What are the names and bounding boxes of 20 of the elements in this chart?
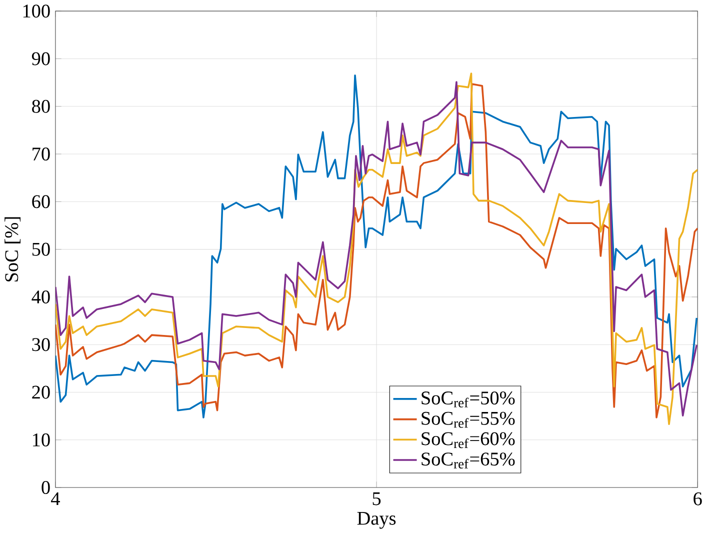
y-tick-label: 60: [32, 194, 50, 208]
y-tick-label: 40: [32, 290, 50, 304]
y-tick-label: 90: [32, 52, 50, 66]
y-tick-label: 30: [32, 338, 50, 351]
y-tick-label: 0: [42, 480, 50, 494]
y-tick-label: 100: [23, 4, 50, 18]
x-tick-label: 5: [372, 492, 381, 506]
x-axis-title: Days: [357, 512, 396, 529]
y-tick-label: 80: [32, 100, 50, 113]
legend-label: SoC$_{ref}$=60%: [422, 432, 515, 448]
x-tick-label: 6: [694, 492, 702, 506]
y-tick-label: 50: [32, 242, 50, 256]
legend-label: SoC$_{ref}$=50%: [422, 391, 515, 408]
x-tick-label: 4: [51, 492, 60, 505]
legend-label: SoC$_{ref}$=65%: [422, 452, 515, 468]
y-tick-label: 10: [33, 433, 50, 446]
legend-label: SoC$_{ref}$=55%: [422, 412, 515, 428]
y-tick-label: 20: [32, 386, 50, 399]
y-tick-label: 70: [32, 147, 50, 160]
y-axis-title: SoC [%]: [4, 217, 21, 282]
